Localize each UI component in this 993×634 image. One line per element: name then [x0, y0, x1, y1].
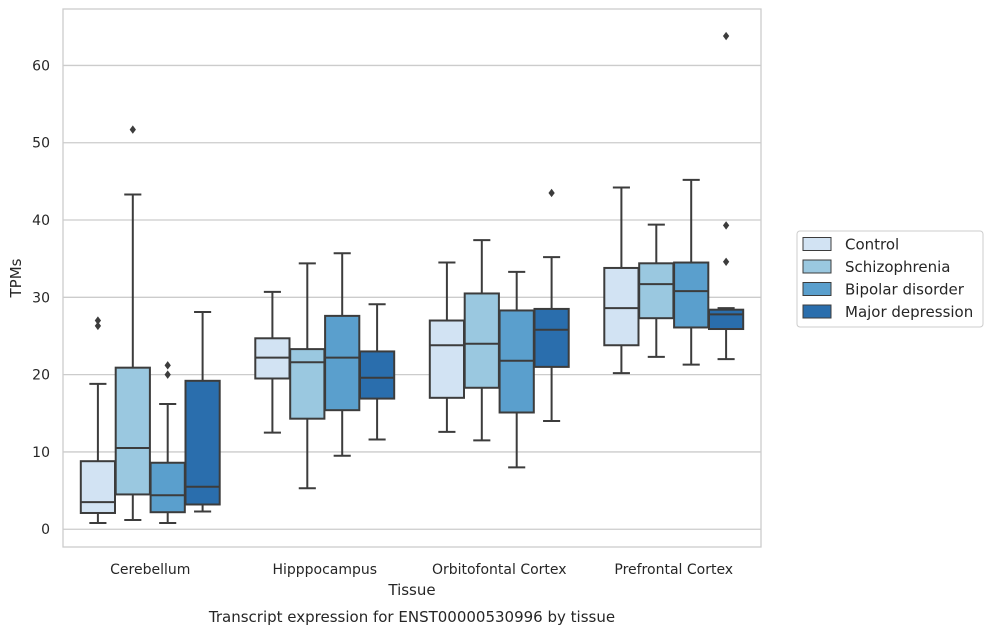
box-3-2: [673, 178, 710, 366]
outlier-point: [548, 188, 555, 198]
legend-label: Major depression: [845, 303, 973, 321]
box-2-1: [463, 239, 500, 442]
y-tick-labels: 0 10 20 30 40 50 60: [32, 58, 50, 538]
outlier-point: [722, 31, 730, 41]
box-1-2: [324, 252, 361, 457]
outlier-point: [164, 370, 171, 379]
y-tick-label: 10: [32, 445, 50, 461]
iqr-box: [428, 319, 466, 399]
box-0-3: [184, 311, 221, 513]
legend-label: Schizophrenia: [845, 258, 950, 276]
iqr-box: [707, 308, 745, 331]
y-axis-label: TPMs: [7, 258, 25, 298]
y-tick-label: 40: [32, 213, 50, 229]
iqr-box: [289, 348, 326, 420]
box-2-3: [533, 188, 570, 423]
box-1-3: [358, 303, 396, 441]
legend-frame: [796, 230, 984, 328]
x-tick-label: Orbitofontal Cortex: [432, 562, 567, 578]
y-tick-label: 60: [32, 58, 50, 74]
outlier-point: [129, 125, 136, 134]
iqr-box: [184, 379, 221, 506]
x-tick-label: Hipppocampus: [272, 562, 377, 578]
outlier-point: [164, 361, 171, 370]
y-tick-label: 50: [32, 136, 50, 152]
gridlines: [63, 64, 761, 530]
outlier-point: [94, 316, 102, 325]
box-1-1: [289, 262, 326, 490]
iqr-box: [358, 350, 396, 400]
iqr-box: [114, 366, 151, 496]
x-tick-labels: Cerebellum Hipppocampus Orbitofontal Corte…: [110, 562, 733, 578]
y-tick-label: 20: [32, 368, 50, 384]
outlier-point: [94, 321, 102, 331]
box-3-3: [707, 31, 745, 361]
x-tick-label: Cerebellum: [110, 562, 190, 578]
box-0-1: [114, 125, 151, 521]
iqr-box: [673, 261, 710, 329]
iqr-box: [603, 266, 640, 347]
iqr-box: [533, 307, 570, 368]
iqr-box: [463, 292, 500, 389]
box-3-1: [638, 223, 675, 358]
box-2-0: [428, 261, 466, 433]
box-3-0: [603, 186, 640, 375]
x-tick-label: Prefrontal Cortex: [614, 562, 733, 578]
x-axis-label: Tissue: [387, 581, 435, 599]
iqr-box: [324, 314, 361, 412]
outlier-point: [722, 257, 730, 266]
legend-label: Control: [845, 236, 899, 254]
boxes: [79, 31, 745, 525]
legend-swatch: [802, 304, 832, 319]
y-tick-label: 0: [41, 522, 50, 538]
iqr-box: [79, 460, 117, 514]
outlier-point: [722, 221, 730, 230]
legend-swatch: [802, 282, 832, 296]
legend-label: Bipolar disorder: [845, 281, 965, 299]
y-tick-label: 30: [32, 290, 50, 306]
iqr-box: [149, 461, 186, 514]
legend-swatch: [802, 259, 832, 274]
iqr-box: [638, 262, 675, 320]
legend-swatch: [802, 237, 832, 251]
legend: Control Schizophrenia Bipolar disorder Majo…: [796, 230, 984, 328]
plot-frame: [62, 8, 762, 548]
chart-title: Transcript expression for ENST0000053099…: [208, 608, 615, 626]
